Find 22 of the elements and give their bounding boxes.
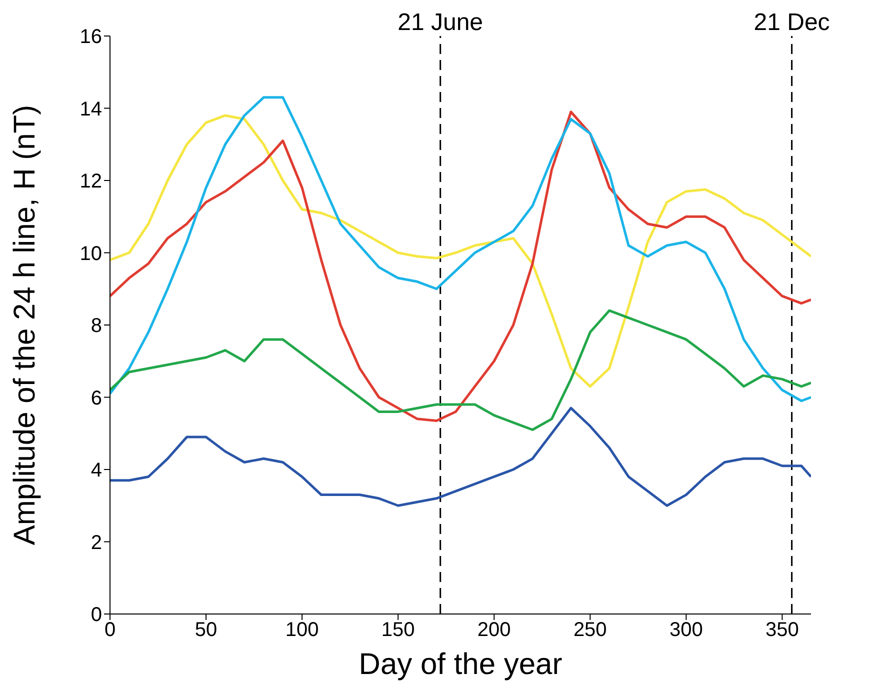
x-axis-title: Day of the year: [358, 648, 562, 681]
y-tick-label: 12: [80, 170, 102, 193]
line-series: [110, 406, 811, 507]
ref-line-label: 21 Dec: [754, 9, 830, 36]
x-tick-label: 350: [766, 619, 799, 642]
x-tick-label: 200: [477, 619, 511, 642]
y-tick-label: 16: [80, 26, 102, 48]
y-axis-title: Amplitude of the 24 h line, H (nT): [8, 104, 42, 546]
y-tick-label: 4: [90, 460, 102, 482]
y-tick-label: 14: [80, 98, 102, 120]
x-tick-label: 100: [285, 619, 319, 642]
ref-line-label: 21 June: [398, 9, 484, 36]
x-tick-label: 50: [194, 619, 218, 642]
y-tick-label: 8: [90, 315, 102, 338]
x-tick-label: 150: [381, 619, 415, 642]
x-tick-label: 250: [573, 619, 607, 642]
y-tick-label: 0: [90, 604, 102, 626]
y-tick-label: 2: [90, 532, 102, 554]
y-tick-label: 10: [80, 242, 102, 265]
line-series: [110, 309, 811, 432]
y-tick-label: 6: [90, 387, 102, 410]
x-tick-label: 300: [669, 619, 703, 642]
